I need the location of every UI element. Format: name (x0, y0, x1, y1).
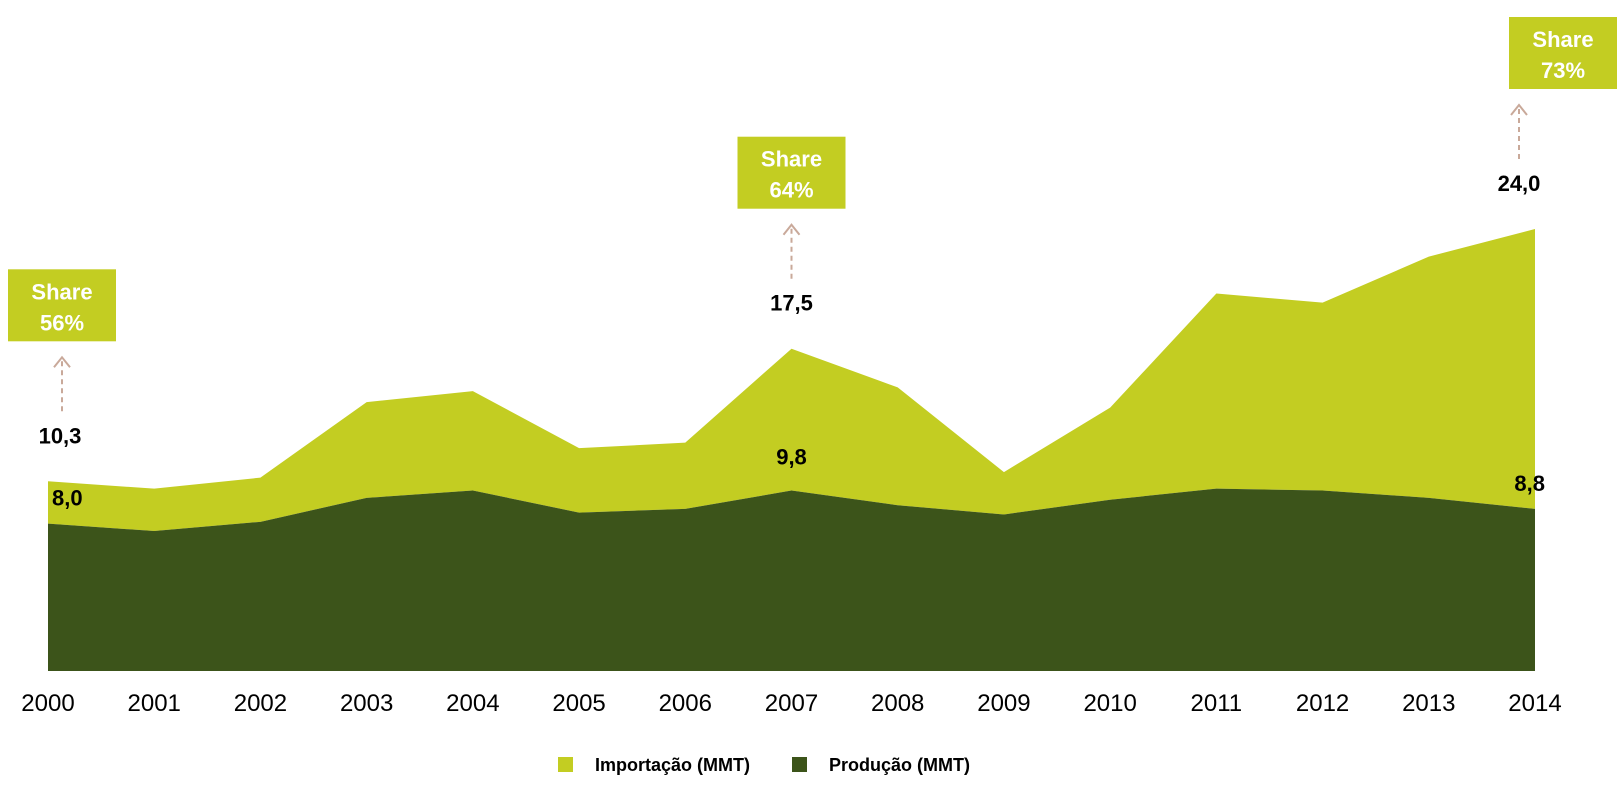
share-callout-title: Share (31, 279, 92, 304)
x-tick-label: 2012 (1296, 690, 1349, 717)
arrow-up-icon (53, 355, 71, 368)
chart-annotations: 8,0 10,3 Share 56% 9,8 17,5 Share 64% 8,8 24,0 Sha… (8, 17, 1617, 511)
legend-swatch (792, 757, 807, 772)
x-tick-label: 2005 (552, 690, 605, 717)
total-value-label: 24,0 (1498, 171, 1541, 196)
share-callout-box (737, 136, 846, 209)
arrow-up-icon (1510, 103, 1528, 116)
chart-legend: Importação (MMT) Produção (MMT) (558, 755, 970, 775)
x-tick-label: 2011 (1191, 690, 1243, 717)
share-callout-value: 73% (1541, 58, 1585, 83)
x-tick-label: 2001 (128, 690, 181, 717)
x-tick-label: 2007 (765, 690, 818, 717)
share-callout-value: 64% (769, 178, 813, 203)
chart-areas (48, 229, 1535, 671)
x-tick-label: 2004 (446, 690, 499, 717)
share-callout-box (1509, 17, 1617, 89)
x-tick-label: 2002 (234, 690, 287, 717)
legend-label: Importação (MMT) (595, 755, 750, 775)
x-tick-label: 2000 (21, 690, 74, 717)
legend-swatch (558, 757, 573, 772)
production-value-label: 8,0 (52, 486, 83, 511)
arrow-up-icon (782, 223, 801, 236)
area-importacao (48, 229, 1535, 532)
share-callout-title: Share (761, 147, 822, 172)
x-tick-label: 2013 (1402, 690, 1455, 717)
x-tick-label: 2003 (340, 690, 393, 717)
production-value-label: 8,8 (1514, 471, 1545, 496)
x-axis: 2000 2001 2002 2003 2004 2005 2006 2007 2008 2009… (21, 690, 1561, 717)
x-tick-label: 2008 (871, 690, 924, 717)
x-tick-label: 2009 (977, 690, 1030, 717)
share-callout-value: 56% (40, 310, 84, 335)
x-tick-label: 2006 (659, 690, 712, 717)
total-value-label: 10,3 (39, 423, 82, 448)
x-tick-label: 2010 (1083, 690, 1136, 717)
legend-label: Produção (MMT) (829, 755, 970, 775)
x-tick-label: 2014 (1508, 690, 1561, 717)
share-callout-title: Share (1532, 27, 1593, 52)
production-value-label: 9,8 (776, 445, 807, 470)
total-value-label: 17,5 (770, 291, 813, 316)
area-producao (48, 488, 1535, 671)
share-callout-box (8, 269, 116, 342)
